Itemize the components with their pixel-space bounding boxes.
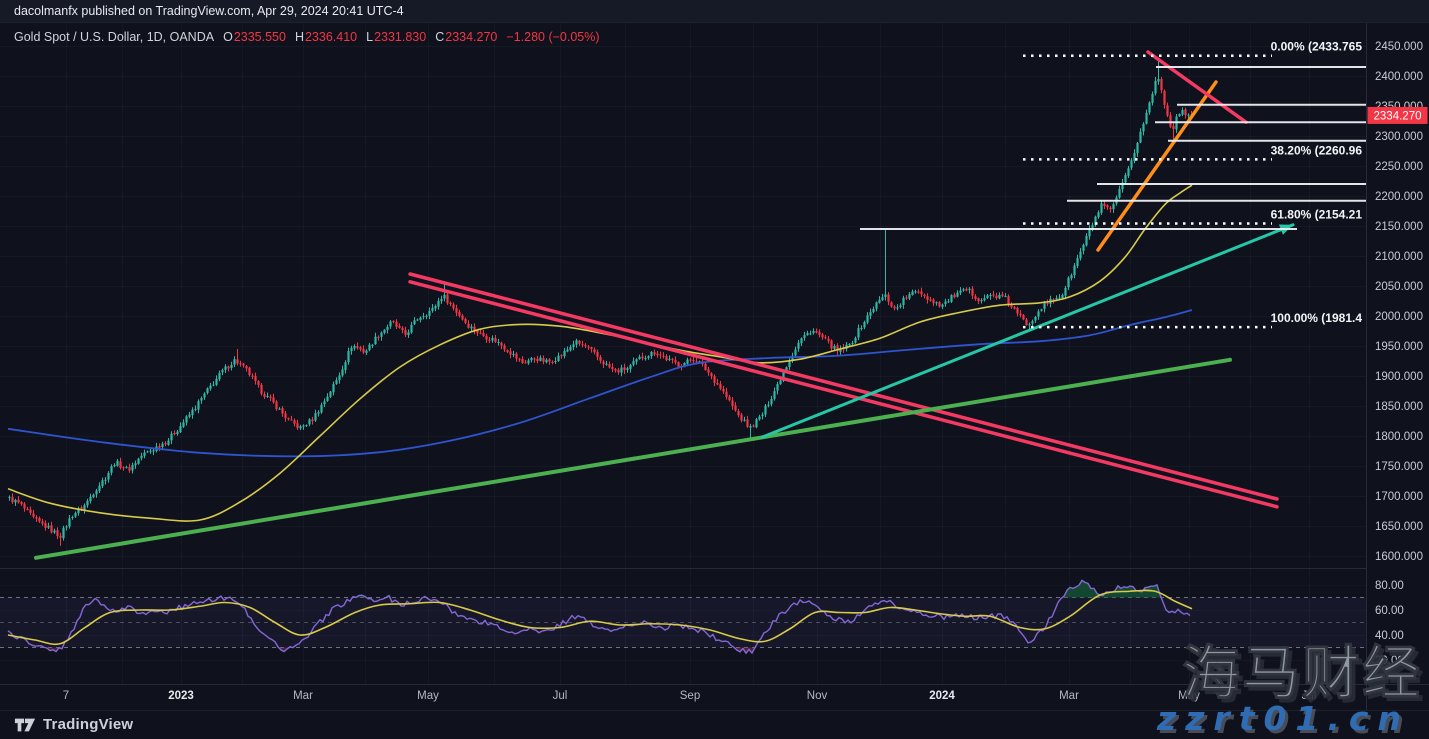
rsi-overbought-fill <box>8 580 1190 598</box>
svg-text:2050.000: 2050.000 <box>1375 281 1423 293</box>
watermark-title: 海马财经 <box>1182 639 1422 707</box>
trendline-descending-channel-lower[interactable] <box>408 280 1279 509</box>
drawn-trendlines[interactable] <box>34 50 1295 560</box>
svg-text:60.00: 60.00 <box>1375 605 1404 617</box>
svg-text:May: May <box>417 690 439 702</box>
time-axis-labels: 7 2023 Mar May Jul Sep Nov 2024 Mar May Jul <box>63 690 1317 702</box>
last-price-badge: 2334.270 <box>1367 106 1428 124</box>
svg-text:2100.000: 2100.000 <box>1375 251 1423 263</box>
svg-text:2450.000: 2450.000 <box>1375 41 1423 53</box>
svg-text:May: May <box>1178 690 1200 702</box>
symbol-title[interactable]: Gold Spot / U.S. Dollar, 1D, OANDA <box>14 30 215 44</box>
watermark-url: zzrt01.cn <box>1156 699 1410 738</box>
fib-label-38.2: 38.20% (2260.96 <box>1271 143 1363 157</box>
trendline-long-term-support[interactable] <box>34 357 1232 560</box>
ohlc-close: C 2334.270 <box>435 30 498 44</box>
trendline-descending-channel-upper[interactable] <box>408 272 1279 501</box>
svg-text:Mar: Mar <box>293 690 313 702</box>
ma-slow-line <box>7 309 1193 458</box>
svg-text:1650.000: 1650.000 <box>1375 521 1423 533</box>
watermark-url-shadow: zzrt01.cn <box>1159 702 1413 739</box>
svg-text:2150.000: 2150.000 <box>1375 221 1423 233</box>
time-scale[interactable] <box>0 685 1366 710</box>
svg-text:Jul: Jul <box>553 690 568 702</box>
candlestick-series <box>8 58 1193 546</box>
svg-text:1950.000: 1950.000 <box>1375 341 1423 353</box>
gridlines <box>0 23 1366 684</box>
fib-retracement[interactable]: 0.00% (2433.765 38.20% (2260.96 61.80% (21… <box>1023 40 1363 329</box>
fib-label-100: 100.00% (1981.4 <box>1271 311 1363 325</box>
svg-text:2023: 2023 <box>168 690 194 702</box>
pane-frame <box>0 23 1429 711</box>
svg-text:2200.000: 2200.000 <box>1375 191 1423 203</box>
fib-label-0: 0.00% (2433.765 <box>1271 40 1363 54</box>
trendline-correction-line[interactable] <box>1146 50 1248 124</box>
svg-text:1850.000: 1850.000 <box>1375 401 1423 413</box>
trendline-rally-trendline[interactable] <box>1096 80 1218 252</box>
price-scale[interactable] <box>1367 23 1429 684</box>
svg-text:Jul: Jul <box>1302 690 1317 702</box>
svg-text:Nov: Nov <box>807 690 828 702</box>
svg-text:80.00: 80.00 <box>1375 580 1404 592</box>
svg-text:1600.000: 1600.000 <box>1375 551 1423 563</box>
price-axis-labels: 2450.0002400.0002350.0002300.0002250.000… <box>1375 41 1423 667</box>
svg-text:1900.000: 1900.000 <box>1375 371 1423 383</box>
change-value: −1.280 (−0.05%) <box>506 30 600 44</box>
tradingview-brand-text[interactable]: TradingView <box>43 716 134 733</box>
svg-text:1750.000: 1750.000 <box>1375 461 1423 473</box>
ohlc-low: L 2331.830 <box>366 30 427 44</box>
publish-line: dacolmanfx published on TradingView.com,… <box>14 4 404 18</box>
svg-text:1800.000: 1800.000 <box>1375 431 1423 443</box>
svg-text:Mar: Mar <box>1059 690 1079 702</box>
symbol-legend[interactable]: Gold Spot / U.S. Dollar, 1D, OANDA O 2335… <box>14 30 600 44</box>
svg-text:2250.000: 2250.000 <box>1375 161 1423 173</box>
svg-text:2334.270: 2334.270 <box>1374 110 1422 122</box>
tradingview-attribution[interactable]: TradingView <box>0 710 1429 739</box>
ohlc-high: H 2336.410 <box>294 30 358 44</box>
svg-text:2024: 2024 <box>929 690 955 702</box>
svg-text:40.00: 40.00 <box>1375 630 1404 642</box>
tradingview-logo-icon[interactable] <box>14 716 36 734</box>
svg-text:2300.000: 2300.000 <box>1375 131 1423 143</box>
svg-text:20.00: 20.00 <box>1375 655 1404 667</box>
svg-text:Sep: Sep <box>680 690 700 702</box>
support-resistance-lines[interactable] <box>860 66 1366 230</box>
svg-text:2400.000: 2400.000 <box>1375 71 1423 83</box>
svg-text:2000.000: 2000.000 <box>1375 311 1423 323</box>
watermark-title-shadow: 海马财经 <box>1186 643 1426 711</box>
publish-info-bar: dacolmanfx published on TradingView.com,… <box>0 0 1429 23</box>
rsi-pane <box>0 579 1366 655</box>
ohlc-open: O 2335.550 <box>223 30 286 44</box>
svg-text:1700.000: 1700.000 <box>1375 491 1423 503</box>
fib-label-61.8: 61.80% (2154.21 <box>1271 207 1363 221</box>
trendline-ascending-support[interactable] <box>760 223 1295 439</box>
svg-text:7: 7 <box>63 690 69 702</box>
rsi-line <box>7 579 1191 655</box>
rsi-ma-line <box>7 589 1193 646</box>
